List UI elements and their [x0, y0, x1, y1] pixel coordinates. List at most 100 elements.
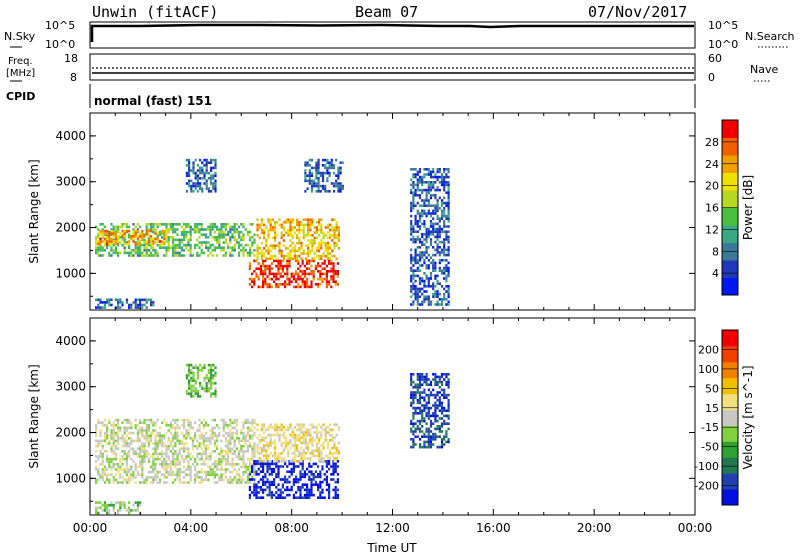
- velocity-cell: [207, 444, 210, 448]
- power-cell: [302, 231, 305, 234]
- velocity-cell: [132, 439, 135, 443]
- power-cell: [134, 225, 137, 229]
- velocity-cell: [425, 412, 428, 415]
- velocity-cell: [200, 468, 203, 471]
- velocity-cell: [445, 383, 448, 386]
- velocity-xtick-label: 00:00: [73, 521, 108, 535]
- velocity-colorbar-label: -15: [701, 421, 719, 434]
- velocity-cell: [141, 447, 144, 450]
- velocity-cell: [176, 455, 179, 458]
- velocity-cell: [273, 478, 276, 481]
- velocity-cell: [328, 488, 331, 492]
- velocity-cell: [214, 382, 217, 385]
- velocity-cell: [418, 412, 422, 415]
- velocity-cell: [268, 491, 271, 494]
- power-cell: [429, 183, 433, 187]
- power-cell: [310, 259, 313, 263]
- velocity-cell: [139, 463, 142, 466]
- velocity-cell: [224, 437, 227, 440]
- power-cell: [293, 249, 296, 253]
- velocity-cell: [117, 463, 120, 466]
- power-cell: [291, 221, 294, 224]
- velocity-cell: [303, 475, 306, 479]
- velocity-cell: [154, 473, 157, 476]
- power-cell: [429, 225, 433, 228]
- velocity-cell: [443, 414, 446, 418]
- velocity-cell: [256, 446, 259, 450]
- velocity-cell: [322, 423, 325, 426]
- power-cell: [319, 283, 322, 286]
- velocity-cell: [410, 427, 413, 431]
- velocity-cell: [301, 473, 304, 476]
- power-cell: [233, 223, 236, 226]
- power-cell: [412, 201, 415, 205]
- velocity-cell: [293, 444, 296, 447]
- power-cell: [447, 225, 450, 228]
- power-cell: [307, 239, 310, 242]
- power-ytick-label: 3000: [55, 175, 86, 189]
- power-cell: [337, 228, 340, 232]
- velocity-cell: [320, 436, 323, 439]
- velocity-cell: [319, 486, 322, 489]
- velocity-cell: [196, 389, 199, 393]
- velocity-cell: [427, 378, 430, 381]
- power-cell: [112, 240, 115, 243]
- power-cell: [108, 242, 111, 246]
- power-cell: [145, 246, 148, 249]
- power-cell: [249, 249, 252, 252]
- velocity-cell: [134, 426, 137, 430]
- power-cell: [438, 170, 441, 174]
- power-cell: [187, 230, 190, 234]
- velocity-cell: [112, 442, 115, 445]
- velocity-cell: [295, 465, 298, 468]
- power-cell: [302, 218, 305, 221]
- power-cell: [414, 269, 417, 272]
- power-cell: [150, 228, 153, 231]
- power-cell: [110, 232, 113, 235]
- power-cell: [258, 236, 261, 240]
- velocity-cell: [304, 441, 307, 445]
- power-cell: [436, 168, 439, 171]
- velocity-cell: [220, 476, 223, 479]
- velocity-cell: [231, 434, 234, 437]
- velocity-cell: [216, 437, 219, 440]
- power-cell: [425, 238, 428, 241]
- power-cell: [427, 191, 430, 194]
- velocity-cell: [292, 470, 295, 473]
- power-cell: [112, 243, 115, 247]
- velocity-cell: [110, 431, 113, 435]
- power-cell: [304, 171, 307, 175]
- power-cell: [205, 164, 208, 167]
- velocity-cell: [328, 486, 331, 489]
- power-cell: [329, 228, 332, 232]
- power-cell: [290, 275, 293, 278]
- power-cell: [447, 303, 450, 306]
- power-cell: [296, 241, 299, 245]
- power-cell: [447, 240, 450, 244]
- power-cell: [196, 174, 199, 177]
- velocity-cell: [110, 450, 113, 453]
- power-cell: [224, 254, 227, 257]
- power-cell: [443, 259, 446, 262]
- power-cell: [227, 223, 230, 226]
- power-cell: [242, 251, 245, 255]
- velocity-cell: [418, 380, 422, 384]
- power-cell: [212, 174, 215, 177]
- velocity-cell: [141, 455, 144, 458]
- velocity-cell: [183, 476, 186, 479]
- power-cell: [306, 277, 309, 281]
- velocity-cell: [331, 439, 334, 442]
- power-cell: [329, 244, 332, 247]
- velocity-cell: [152, 452, 155, 456]
- power-cell: [416, 173, 419, 176]
- velocity-cell: [180, 457, 183, 461]
- velocity-cell: [238, 439, 241, 443]
- velocity-cell: [425, 375, 428, 379]
- power-cell: [427, 303, 430, 306]
- power-cell: [314, 267, 317, 270]
- power-cell: [315, 221, 318, 224]
- velocity-cell: [156, 418, 159, 422]
- velocity-cell: [270, 473, 273, 476]
- velocity-cell: [282, 449, 285, 452]
- velocity-cell: [274, 441, 277, 445]
